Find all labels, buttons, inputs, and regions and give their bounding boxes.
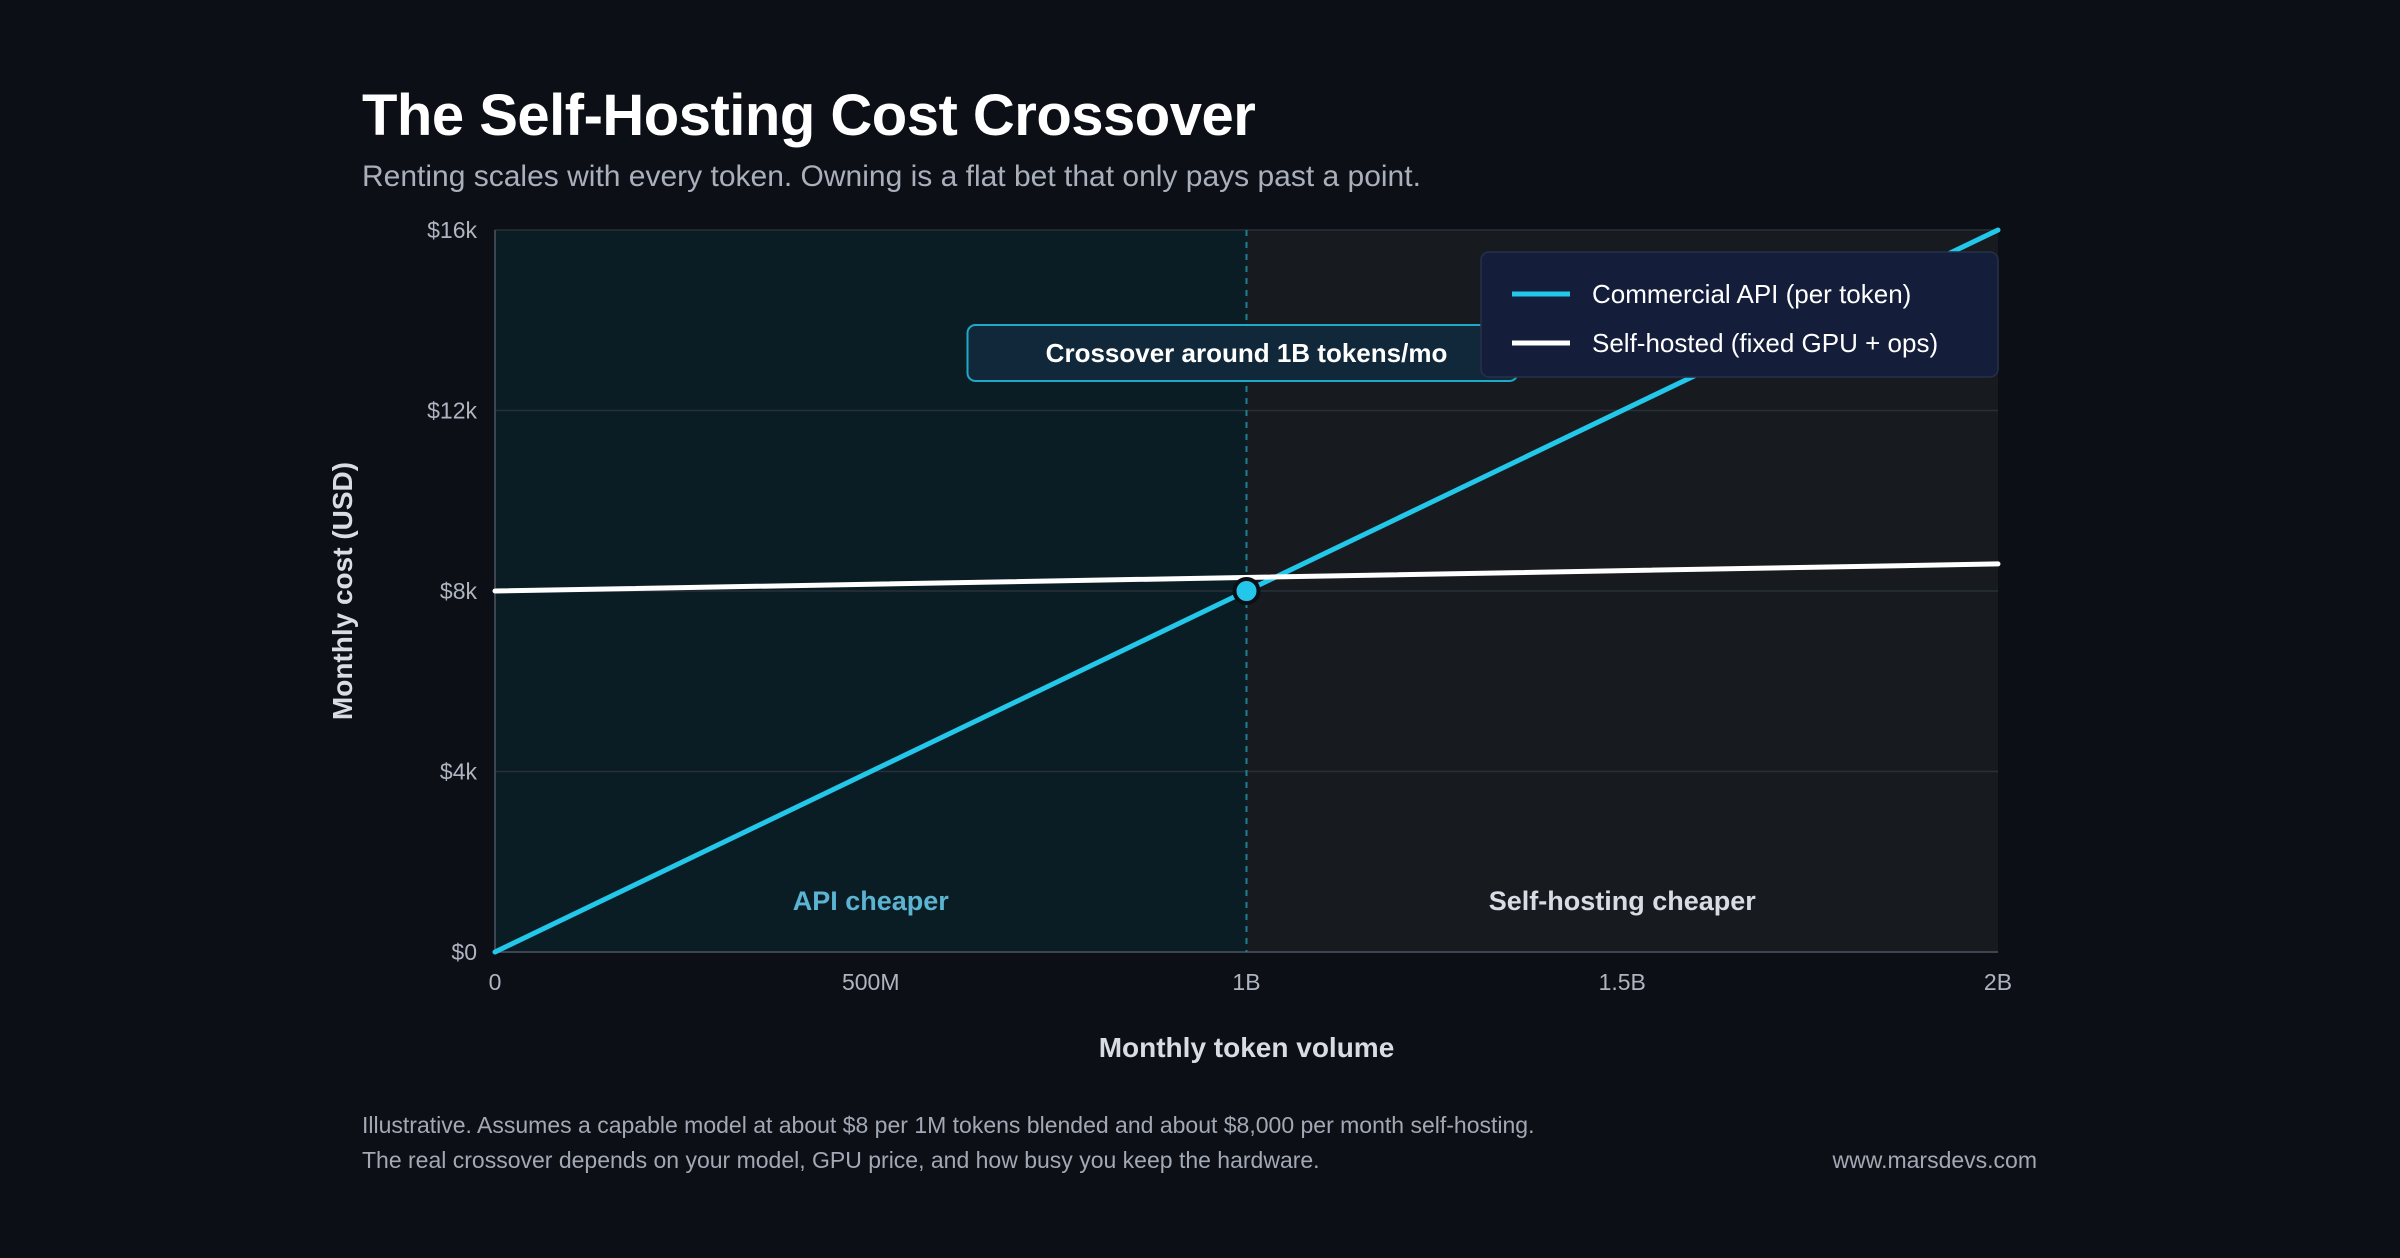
tick-labels: $0 $4k $8k $12k $16k 0 500M 1B 1.5B 2B	[427, 217, 2012, 995]
footnote-line-2: The real crossover depends on your model…	[362, 1147, 1320, 1173]
x-tick-label-4: 2B	[1984, 969, 2012, 995]
y-tick-label-1: $4k	[440, 759, 478, 785]
x-tick-label-3: 1.5B	[1599, 969, 1646, 995]
legend-label-1: Self-hosted (fixed GPU + ops)	[1592, 328, 1938, 358]
legend-label-0: Commercial API (per token)	[1592, 279, 1911, 309]
legend: Commercial API (per token) Self-hosted (f…	[1480, 251, 1999, 378]
y-tick-label-4: $16k	[427, 217, 477, 243]
y-tick-label-3: $12k	[427, 398, 477, 424]
x-tick-label-0: 0	[489, 969, 502, 995]
region-label-1: Self-hosting cheaper	[1489, 886, 1757, 916]
x-tick-label-1: 500M	[842, 969, 900, 995]
y-axis-title: Monthly cost (USD)	[327, 462, 358, 720]
chart-title: The Self-Hosting Cost Crossover	[362, 83, 1256, 148]
region-labels: API cheaper Self-hosting cheaper	[793, 886, 1757, 916]
x-axis-title: Monthly token volume	[1099, 1032, 1395, 1063]
x-tick-label-2: 1B	[1232, 969, 1260, 995]
region-label-0: API cheaper	[793, 886, 950, 916]
footnote-line-1: Illustrative. Assumes a capable model at…	[362, 1112, 1535, 1138]
y-tick-label-0: $0	[451, 939, 477, 965]
y-tick-label-2: $8k	[440, 578, 478, 604]
crossover-annotation-label: Crossover around 1B tokens/mo	[1046, 338, 1448, 368]
legend-box	[1480, 251, 1999, 378]
crossover-annotation: Crossover around 1B tokens/mo	[966, 324, 1519, 382]
crossover-point	[1232, 577, 1261, 605]
footnote: Illustrative. Assumes a capable model at…	[362, 1108, 1534, 1178]
website-credit: www.marsdevs.com	[1832, 1147, 2037, 1173]
chart-subtitle: Renting scales with every token. Owning …	[362, 160, 1421, 193]
